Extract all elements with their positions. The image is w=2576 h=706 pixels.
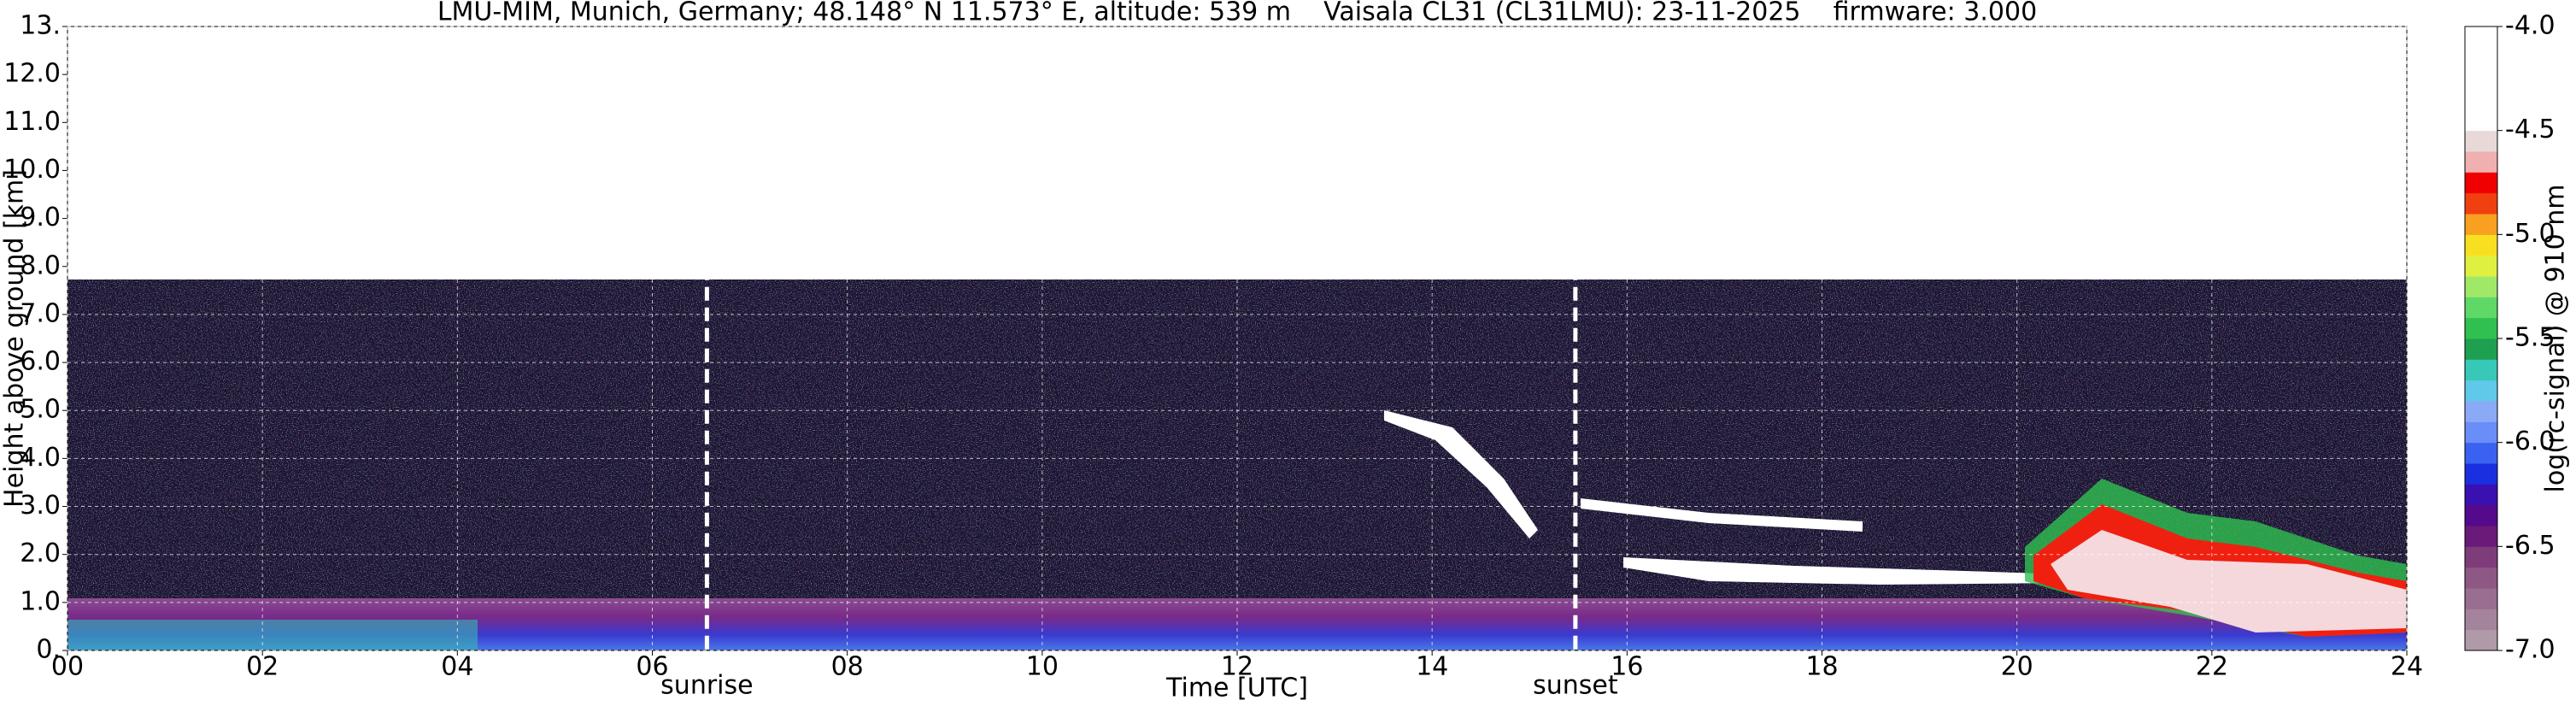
colorbar-swatch [2465, 151, 2497, 173]
colorbar-swatch [2465, 463, 2497, 485]
y-tick-label: 7.0 [20, 298, 61, 328]
colorbar-swatch [2465, 504, 2497, 527]
colorbar-swatch [2465, 567, 2497, 589]
colorbar-tick-label: -6.5 [2505, 531, 2555, 561]
cloud [2051, 530, 2407, 632]
x-tick-label: 18 [1805, 652, 1838, 682]
y-tick-label: 6.0 [20, 347, 61, 377]
x-axis-label: Time [UTC] [1165, 674, 1308, 703]
colorbar-swatch [2465, 130, 2497, 152]
x-tick-label: 22 [2196, 652, 2228, 682]
y-tick-label: 8.0 [20, 250, 61, 280]
y-axis-label: Height above ground [km] [0, 169, 30, 508]
y-tick-label: 5.0 [20, 395, 61, 425]
colorbar-swatch [2465, 526, 2497, 547]
y-tick-label: 10.0 [3, 155, 61, 185]
colorbar-tick-label: -5.5 [2505, 323, 2555, 353]
x-tick-label: 06 [636, 652, 668, 682]
colorbar-swatch [2465, 192, 2497, 215]
colorbar-swatch [2465, 484, 2497, 506]
colorbar-swatch [2465, 442, 2497, 464]
colorbar-swatch [2465, 629, 2497, 651]
annotation-label: sunset [1533, 671, 1618, 701]
colorbar-swatch [2465, 546, 2497, 568]
x-tick-label: 12 [1221, 652, 1253, 682]
x-tick-label: 14 [1416, 652, 1448, 682]
colorbar-swatch [2465, 234, 2497, 256]
boundary-layer [67, 620, 478, 650]
colorbar-swatch [2465, 379, 2497, 402]
colorbar-tick-label: -6.0 [2505, 427, 2555, 456]
y-tick-label: 12.0 [3, 59, 61, 89]
colorbar-tick-label: -4.5 [2505, 115, 2555, 144]
colorbar-swatch [2465, 609, 2497, 631]
x-tick-label: 16 [1611, 652, 1643, 682]
colorbar-swatch [2465, 109, 2497, 132]
colorbar-swatch [2465, 317, 2497, 339]
colorbar-swatch [2465, 89, 2497, 110]
colorbar-swatch [2465, 26, 2497, 48]
y-tick-label: 0. [36, 635, 61, 665]
cloud [1623, 557, 2068, 585]
x-tick-label: 00 [51, 652, 84, 682]
chart-title: LMU-MIM, Munich, Germany; 48.148° N 11.5… [437, 0, 2037, 27]
y-tick-label: 2.0 [20, 538, 61, 568]
colorbar-swatch [2465, 255, 2497, 277]
colorbar-swatch [2465, 588, 2497, 609]
y-tick-label: 3.0 [20, 491, 61, 521]
x-tick-label: 04 [441, 652, 473, 682]
colorbar-swatch [2465, 68, 2497, 90]
colorbar-swatch [2465, 338, 2497, 360]
x-tick-label: 20 [2001, 652, 2033, 682]
colorbar-tick-label: -7.0 [2505, 635, 2555, 665]
y-tick-label: 1.0 [20, 586, 61, 616]
colorbar-swatch [2465, 214, 2497, 235]
y-tick-label: 11.0 [3, 107, 61, 137]
x-tick-label: 10 [1026, 652, 1059, 682]
colorbar-swatch [2465, 401, 2497, 422]
colorbar-swatch [2465, 421, 2497, 444]
annotation-label: sunrise [660, 671, 753, 701]
colorbar-tick-label: -4.0 [2505, 11, 2555, 41]
x-tick-label: 24 [2391, 652, 2423, 682]
y-tick-label: 13. [20, 11, 61, 41]
y-tick-label: 9.0 [20, 203, 61, 232]
colorbar-swatch [2465, 47, 2497, 69]
y-tick-label: 4.0 [20, 443, 61, 473]
x-tick-label: 02 [246, 652, 279, 682]
colorbar-swatch [2465, 297, 2497, 319]
colorbar-swatch [2465, 172, 2497, 194]
colorbar-swatch [2465, 276, 2497, 297]
colorbar-tick-label: -5.0 [2505, 219, 2555, 249]
colorbar-swatch [2465, 359, 2497, 381]
colorbar-label: log(rc-signal) @ 910 nm [2541, 185, 2571, 493]
cloud [1581, 498, 1863, 532]
cloud [1384, 410, 1538, 538]
x-tick-label: 08 [831, 652, 864, 682]
